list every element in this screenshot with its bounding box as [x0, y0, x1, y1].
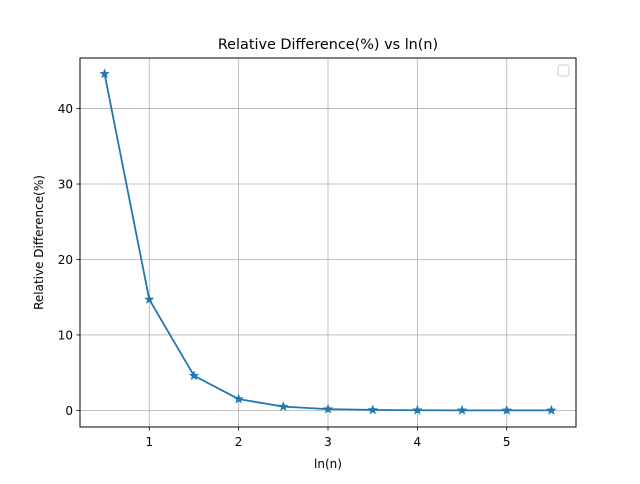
data-point-marker	[188, 370, 200, 381]
x-tick-label: 2	[235, 435, 243, 449]
data-point-marker	[546, 404, 557, 415]
x-tick-label: 5	[503, 435, 511, 449]
series-layer	[99, 68, 557, 415]
x-tick-label: 4	[414, 435, 422, 449]
data-point-marker	[367, 404, 378, 415]
data-point-marker	[412, 404, 423, 415]
y-tick-label: 20	[58, 253, 73, 267]
x-axis-label: ln(n)	[314, 457, 342, 471]
y-tick-label: 40	[58, 102, 73, 116]
ticks: 1 2 3 4 5 0 10 20 30 40	[58, 102, 511, 449]
data-point-marker	[99, 68, 110, 79]
x-tick-label: 3	[324, 435, 332, 449]
data-point-marker	[501, 404, 512, 415]
y-tick-label: 10	[58, 328, 73, 342]
data-point-marker	[456, 404, 468, 415]
y-tick-label: 0	[65, 404, 73, 418]
data-point-marker	[144, 293, 155, 304]
data-point-marker	[233, 393, 244, 404]
data-point-marker	[278, 401, 289, 412]
chart-title: Relative Difference(%) vs ln(n)	[218, 37, 438, 53]
y-axis-label: Relative Difference(%)	[32, 175, 46, 310]
y-tick-label: 30	[58, 178, 73, 192]
legend-box	[557, 64, 570, 77]
data-point-marker	[322, 403, 334, 414]
x-tick-label: 1	[145, 435, 153, 449]
